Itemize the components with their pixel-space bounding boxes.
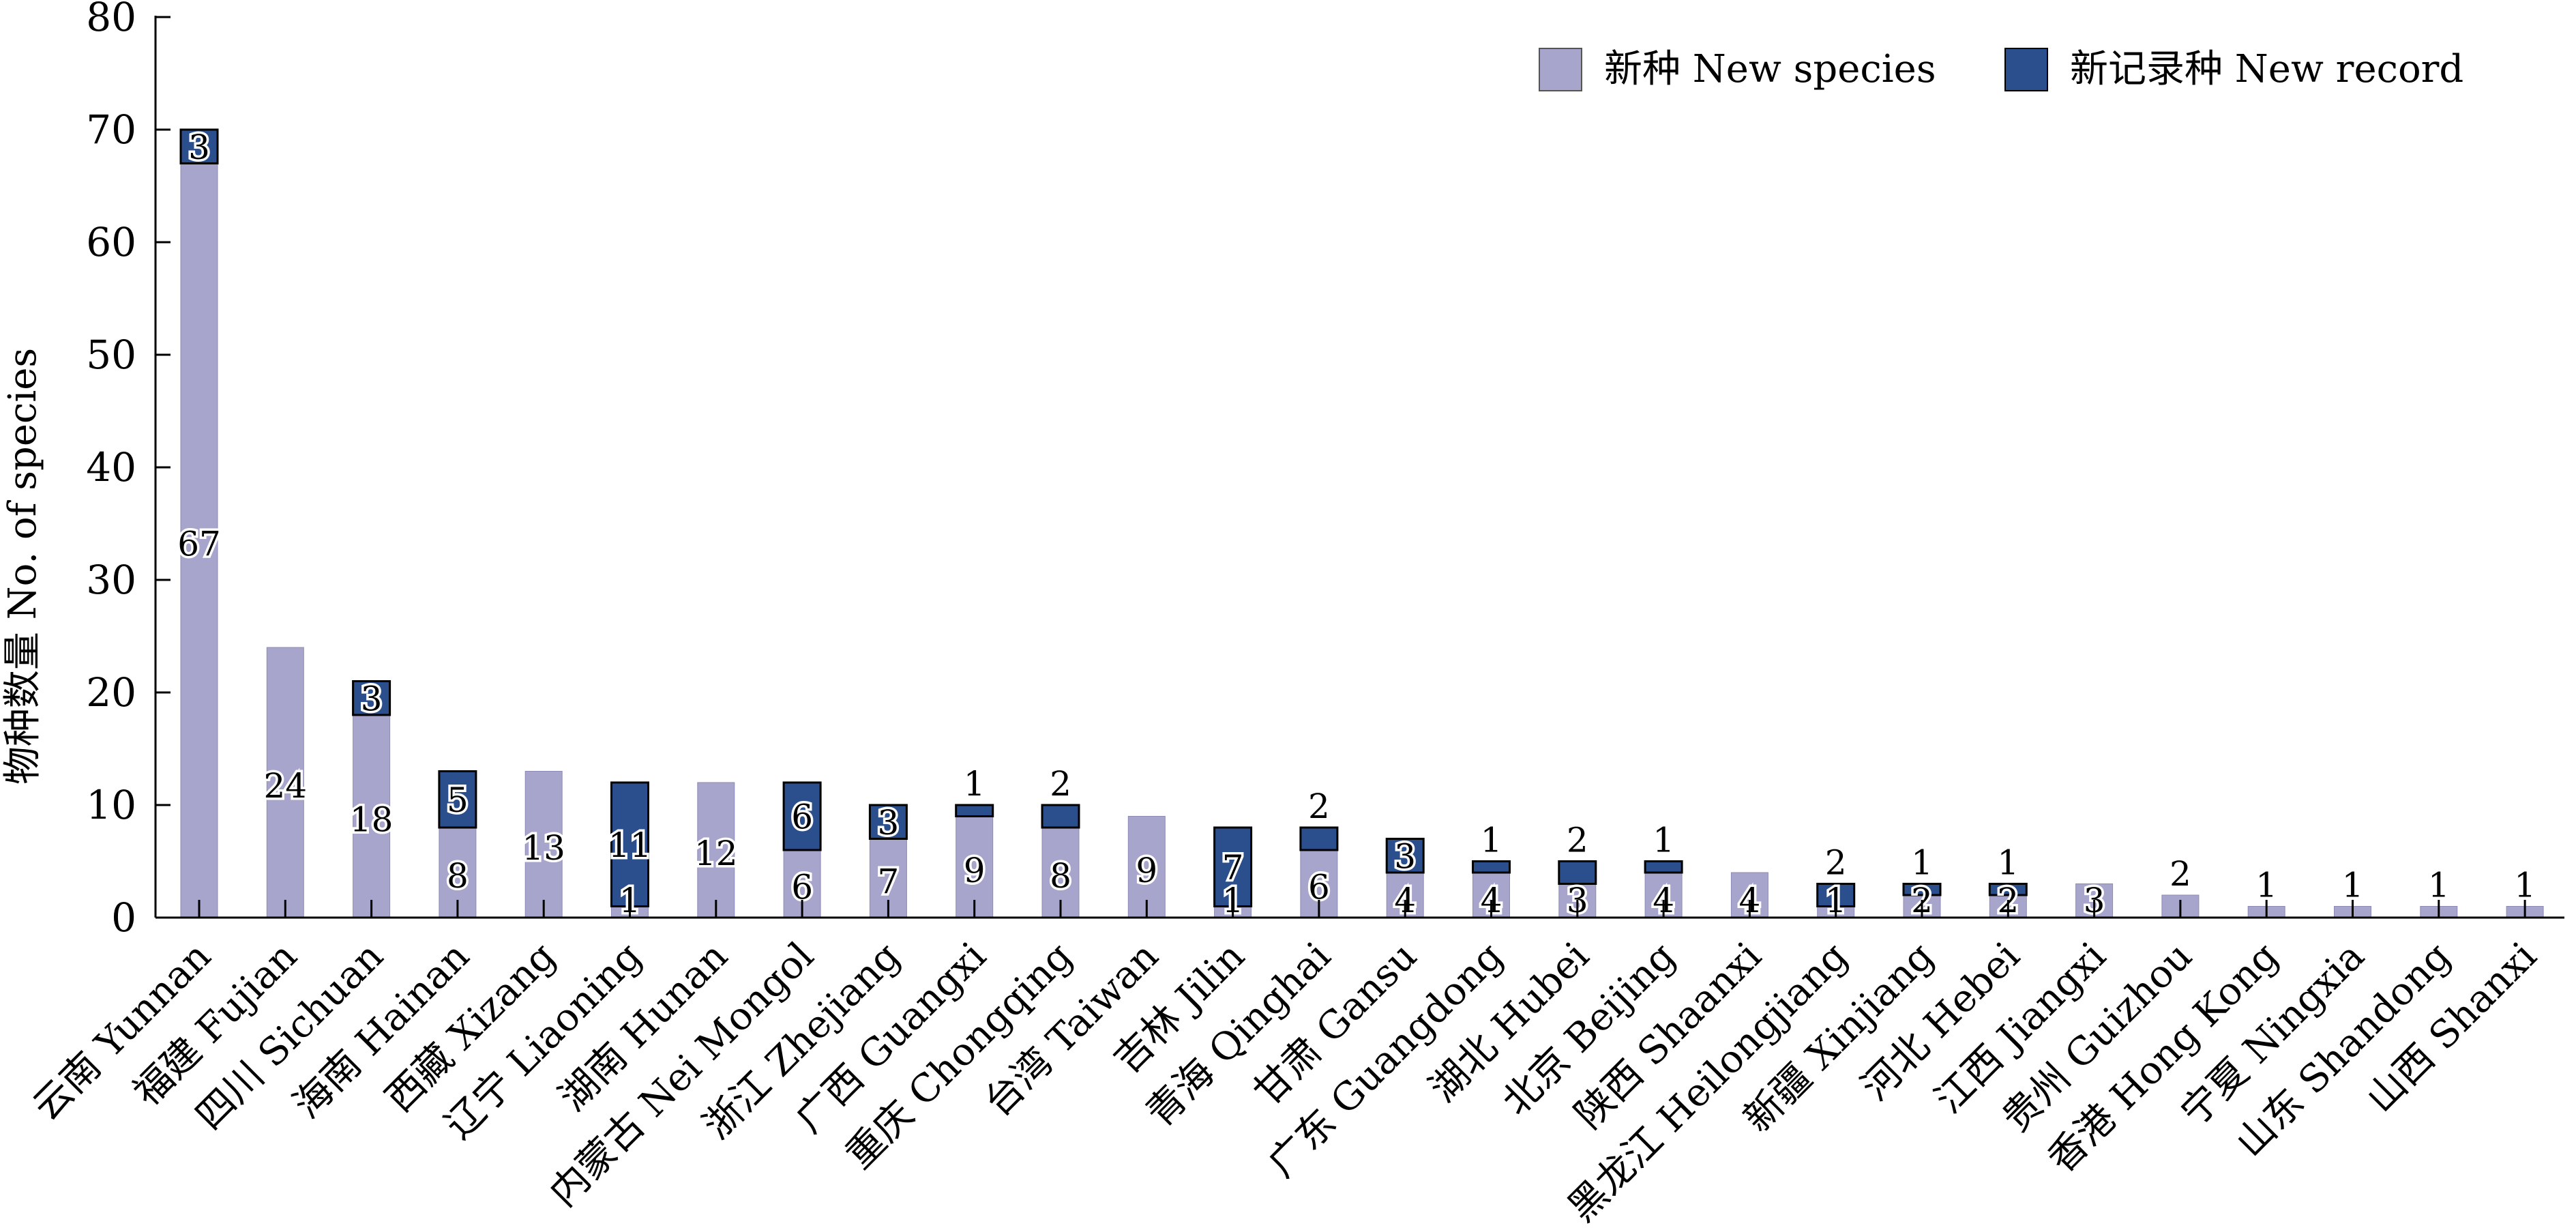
y-tick-label: 10: [86, 782, 136, 828]
value-label-new-species: 12: [694, 834, 738, 873]
y-tick-label: 80: [86, 0, 136, 40]
y-tick-label: 30: [86, 557, 136, 603]
bar-new-record: [1902, 883, 1942, 896]
y-tick-label: 40: [86, 444, 136, 491]
bar-new-record: [438, 770, 477, 829]
bar-new-record: [179, 128, 219, 164]
value-label-new-record: 2: [1308, 787, 1330, 826]
bar-new-record: [352, 680, 391, 716]
y-axis-label: 物种数量 No. of species: [1, 348, 45, 785]
y-tick-label: 70: [86, 106, 136, 153]
value-label-new-record: 7: [1222, 848, 1244, 888]
legend: 新种 New species 新记录种 New record: [1539, 47, 2463, 91]
y-tick-label: 20: [86, 669, 136, 716]
bar-new-species: [353, 714, 391, 918]
value-label-new-record: 1: [2428, 866, 2450, 905]
bar-new-record: [1472, 860, 1511, 874]
bar-new-record: [1988, 883, 2028, 896]
bar-new-record: [610, 781, 649, 907]
bar-new-record: [1041, 804, 1080, 829]
value-label-new-record: 2: [1050, 764, 1071, 804]
bar-new-record: [868, 804, 908, 840]
bar-new-record: [1213, 826, 1253, 907]
value-label-new-record: 5: [447, 780, 469, 820]
bar-new-record: [1644, 860, 1683, 874]
value-label-new-record: 1: [2342, 866, 2364, 905]
value-label-new-species: 13: [522, 828, 565, 868]
value-label-new-species: 9: [964, 851, 986, 890]
y-tick-label: 0: [111, 894, 136, 941]
value-label-new-species: 6: [791, 868, 813, 907]
bar-new-species: [180, 163, 218, 918]
value-label-new-record: 1: [1481, 821, 1502, 860]
value-label-new-species: 18: [350, 800, 394, 840]
bar-new-species: [266, 647, 304, 918]
bar-new-record: [955, 804, 994, 817]
value-label-new-record: 1: [2255, 866, 2277, 905]
bar-new-species: [524, 771, 563, 918]
bar-new-record: [1299, 826, 1339, 851]
legend-swatch-new-species: [1539, 48, 1582, 91]
value-label-new-record: 11: [608, 825, 652, 865]
value-label-new-species: 6: [1308, 868, 1330, 907]
value-label-new-record: 1: [1997, 843, 2019, 883]
bar-new-record: [1385, 838, 1425, 874]
y-tick-label: 60: [86, 219, 136, 265]
value-label-new-record: 3: [361, 679, 383, 718]
value-label-new-record: 1: [2514, 866, 2536, 905]
value-label-new-record: 6: [791, 798, 813, 837]
bar-new-record: [782, 781, 822, 851]
bar-new-record: [1558, 860, 1597, 885]
value-label-new-species: 9: [1136, 851, 1157, 890]
value-label-new-record: 2: [1825, 843, 1847, 883]
value-label-new-species: 8: [1050, 856, 1071, 896]
bar-new-species: [697, 782, 735, 918]
axes-layer: 0 10 20 30 40 50 60 70 80: [86, 0, 2564, 941]
value-label-new-record: 1: [1911, 843, 1933, 883]
value-label-new-record: 2: [2170, 854, 2191, 894]
y-tick-label: 50: [86, 332, 136, 378]
legend-swatch-new-record: [2004, 48, 2048, 91]
legend-label-new-record: 新记录种 New record: [2070, 47, 2463, 91]
value-label-new-record: 3: [1394, 836, 1416, 876]
value-label-new-species: 24: [263, 766, 307, 806]
value-label-new-species: 67: [177, 524, 221, 564]
value-label-new-record: 3: [877, 803, 899, 843]
value-label-new-record: 2: [1567, 821, 1588, 860]
value-label-new-species: 7: [877, 862, 899, 901]
value-label-new-record: 3: [188, 128, 210, 167]
bars-layer: [179, 128, 2544, 918]
value-label-new-record: 1: [964, 764, 986, 804]
value-label-new-species: 8: [447, 856, 469, 896]
legend-label-new-species: 新种 New species: [1604, 47, 1936, 91]
value-label-new-record: 1: [1653, 821, 1674, 860]
